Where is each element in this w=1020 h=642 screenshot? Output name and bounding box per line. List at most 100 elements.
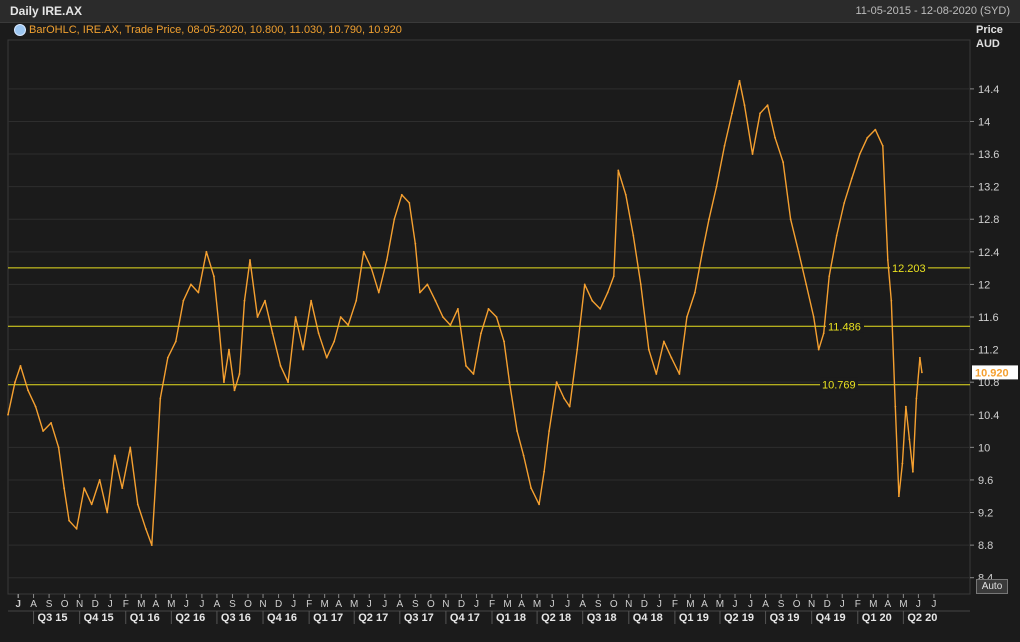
level-label-bg — [826, 319, 864, 333]
price-point — [647, 348, 650, 351]
price-point — [715, 185, 718, 188]
price-point — [19, 364, 22, 367]
price-point — [812, 316, 815, 318]
price-point — [7, 413, 9, 416]
x-month-label: J — [550, 599, 555, 610]
x-quarter-label: Q2 16 — [175, 612, 205, 624]
price-point — [457, 307, 459, 310]
x-quarter-label: Q3 19 — [770, 612, 800, 624]
price-point — [113, 454, 116, 457]
price-point — [42, 430, 44, 432]
price-point — [751, 153, 754, 155]
x-month-label: N — [808, 599, 815, 610]
price-point — [144, 527, 147, 530]
x-month-label: M — [716, 599, 724, 610]
x-month-label: D — [275, 599, 282, 610]
price-point — [890, 299, 893, 302]
price-point — [568, 405, 571, 408]
legend[interactable]: BarOHLC, IRE.AX, Trade Price, 08-05-2020… — [14, 24, 402, 36]
x-month-label: O — [793, 599, 801, 610]
price-point — [487, 307, 490, 310]
price-point — [563, 397, 566, 400]
price-point — [98, 479, 101, 481]
price-point — [901, 462, 904, 465]
price-point — [136, 503, 139, 506]
price-point — [915, 397, 918, 400]
y-axis-title: Price — [976, 24, 1003, 36]
x-month-label: A — [214, 599, 221, 610]
y-tick-label: 12.8 — [978, 214, 999, 226]
x-month-label: J — [108, 599, 113, 610]
x-quarter-label: Q4 16 — [267, 612, 297, 624]
x-month-label: J — [931, 599, 936, 610]
price-point — [591, 299, 594, 302]
y-tick-label: 13.6 — [978, 149, 999, 161]
price-point — [238, 373, 241, 375]
price-point — [797, 250, 800, 253]
price-point — [154, 479, 157, 481]
y-tick-label: 14.4 — [978, 84, 999, 96]
price-point — [249, 259, 251, 261]
x-month-label: J — [382, 599, 387, 610]
x-month-label: F — [306, 599, 312, 610]
x-month-label: J — [16, 599, 21, 610]
x-month-label: M — [350, 599, 358, 610]
gear-icon[interactable] — [14, 24, 26, 36]
x-quarter-label: Q3 16 — [221, 612, 251, 624]
x-month-label: A — [701, 599, 708, 610]
y-tick-label: 9.2 — [978, 508, 993, 520]
y-tick-label: 10.4 — [978, 410, 999, 422]
price-point — [774, 136, 776, 139]
price-point — [782, 161, 785, 164]
price-point — [106, 511, 109, 514]
price-point — [822, 332, 825, 335]
x-quarter-label: Q3 17 — [404, 612, 434, 624]
x-month-label: O — [427, 599, 435, 610]
x-quarter-label: Q1 19 — [679, 612, 709, 624]
price-point — [294, 316, 297, 318]
x-quarter-label: Q1 18 — [496, 612, 526, 624]
price-point — [442, 316, 444, 318]
price-point — [377, 291, 380, 294]
price-point — [543, 470, 546, 473]
price-point — [182, 299, 185, 302]
price-point — [886, 259, 889, 261]
x-month-label: M — [503, 599, 511, 610]
x-month-label: A — [579, 599, 586, 610]
level-label: 12.203 — [892, 263, 926, 275]
price-point — [256, 316, 259, 318]
x-month-label: A — [152, 599, 159, 610]
price-point — [480, 332, 482, 335]
x-quarter-label: Q4 19 — [816, 612, 846, 624]
price-point — [694, 291, 696, 294]
x-month-label: M — [167, 599, 175, 610]
x-month-label: A — [335, 599, 342, 610]
x-quarter-label: Q2 20 — [907, 612, 937, 624]
price-point — [921, 371, 923, 374]
x-month-label: O — [610, 599, 618, 610]
y-tick-label: 10.8 — [978, 377, 999, 389]
x-month-label: M — [320, 599, 328, 610]
auto-scale-button[interactable]: Auto — [976, 579, 1008, 594]
x-month-label: J — [291, 599, 296, 610]
price-point — [894, 405, 897, 408]
x-quarter-label: Q4 18 — [633, 612, 663, 624]
price-point — [287, 381, 289, 384]
price-point — [233, 389, 236, 392]
price-point — [50, 422, 52, 424]
x-quarter-label: Q2 18 — [541, 612, 571, 624]
x-month-label: A — [396, 599, 403, 610]
x-month-label: O — [61, 599, 69, 610]
y-axis-unit: AUD — [976, 38, 1000, 50]
y-tick-label: 12.4 — [978, 247, 999, 259]
price-point — [90, 503, 93, 506]
price-point — [449, 324, 452, 327]
x-month-label: S — [412, 599, 419, 610]
x-quarter-label: Q3 18 — [587, 612, 617, 624]
price-point — [843, 202, 846, 204]
price-point — [279, 364, 282, 367]
price-point — [370, 267, 373, 270]
price-point — [858, 153, 861, 155]
x-month-label: N — [442, 599, 449, 610]
